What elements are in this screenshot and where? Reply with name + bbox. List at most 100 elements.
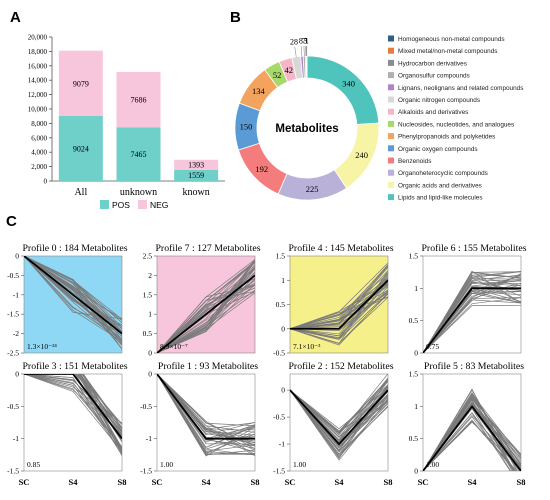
data-label: 7686	[131, 96, 147, 105]
y-tick-label: 1	[148, 310, 152, 319]
trajectory-group	[423, 388, 521, 471]
mean-profile-line	[157, 374, 255, 440]
y-tick-label: 12,000	[28, 91, 48, 99]
legend-label: Alkaloids and derivatives	[398, 109, 468, 116]
profile-grid: Profile 0 : 184 Metabolites0-0.5-1-1.5-2…	[7, 243, 527, 487]
mean-profile-line	[423, 404, 521, 471]
trajectory-line	[290, 264, 388, 330]
y-tick-label: 0	[15, 370, 19, 379]
trajectory-line	[290, 389, 388, 458]
x-tick-label: S8	[517, 477, 526, 487]
x-tick-label: All	[74, 187, 87, 198]
slice-label: 225	[306, 184, 319, 194]
trajectory-line	[24, 374, 122, 453]
panel-label-a: A	[10, 9, 21, 26]
y-tick-label: 0	[281, 386, 285, 395]
p-value-label: 1.00	[426, 460, 439, 469]
trajectory-line	[423, 412, 516, 471]
legend-label: Organoheterocyclic compounds	[398, 170, 488, 177]
slice-label: 7	[302, 37, 306, 46]
profile-panel: Profile 4 : 145 Metabolites -0.5 0 0.5 1 1.5 7…	[273, 243, 394, 358]
trajectory-group	[157, 374, 255, 457]
legend-swatch	[388, 169, 394, 176]
y-tick-label: 0	[414, 467, 418, 476]
p-value-label: 1.00	[160, 460, 173, 469]
trajectory-line	[423, 420, 518, 471]
y-tick-label: 4,000	[31, 149, 47, 157]
trajectory-line	[24, 374, 122, 429]
profile-background	[289, 255, 389, 354]
trajectory-line	[157, 374, 255, 456]
trajectory-line	[24, 374, 122, 434]
slice-label: 8	[299, 37, 303, 46]
legend-swatch	[388, 120, 394, 127]
y-tick-label: 0	[44, 178, 48, 186]
profile-panel: Profile 7 : 127 Metabolites 0 0.5 1 1.5 2 2.5 8…	[143, 243, 261, 358]
legend-label: Organic acids and derivatives	[398, 182, 482, 189]
trajectory-group	[24, 256, 122, 350]
profile-panel: Profile 1 : 93 Metabolites 0 -0.5 -1 -1.5SC S…	[140, 361, 259, 487]
legend-swatch	[388, 96, 394, 103]
trajectory-line	[290, 282, 388, 330]
trajectory-line	[157, 374, 255, 448]
y-tick-label: -0.5	[7, 271, 19, 280]
trajectory-line	[290, 380, 388, 438]
legend-swatch	[388, 194, 394, 201]
x-tick-label: S4	[335, 477, 345, 487]
legend-label: Hydrocarbon derivatives	[398, 60, 467, 67]
trajectory-line	[24, 256, 122, 334]
y-tick-label: 0	[148, 370, 152, 379]
trajectory-line	[24, 374, 122, 432]
y-tick-label: 1.5	[409, 252, 419, 261]
y-tick-label: 2	[148, 271, 152, 280]
y-tick-label: 2.5	[143, 252, 153, 261]
legend-swatch	[388, 84, 394, 91]
y-tick-label: -1.5	[273, 467, 285, 476]
legend-label: Nucleosides, nucleotides, and analogues	[398, 121, 514, 128]
x-tick-label: S4	[468, 477, 478, 487]
profile-title: Profile 4 : 145 Metabolites	[288, 243, 393, 254]
trajectory-line	[423, 274, 521, 353]
slice-label: 134	[252, 86, 266, 96]
trajectory-line	[290, 296, 388, 330]
p-value-label: 0.75	[426, 342, 439, 351]
legend-swatch	[388, 157, 394, 164]
bar-neg	[58, 50, 103, 117]
trajectory-line	[290, 289, 388, 337]
trajectory-line	[24, 256, 122, 343]
trajectory-line	[423, 393, 521, 471]
trajectory-line	[290, 297, 388, 344]
x-tick-label: SC	[285, 477, 296, 487]
legend-label: Homogeneous non-metal compounds	[398, 36, 505, 43]
trajectory-line	[290, 273, 388, 330]
bar-pos	[58, 116, 103, 181]
legend-swatch	[388, 59, 394, 66]
trajectory-line	[24, 374, 122, 432]
bar-pos	[174, 169, 219, 181]
trajectory-line	[423, 297, 521, 353]
slice-label: 1	[305, 37, 309, 46]
mean-profile-line	[157, 274, 255, 353]
leader-line	[300, 46, 303, 57]
mean-profile-line	[24, 256, 122, 335]
trajectory-line	[423, 305, 521, 353]
y-tick-label: 0	[281, 324, 285, 333]
data-label: 1393	[188, 161, 204, 170]
y-tick-label: 1.5	[276, 252, 286, 261]
profile-title: Profile 1 : 93 Metabolites	[158, 361, 258, 372]
y-tick-label: 10,000	[28, 106, 48, 114]
y-tick-label: 1	[281, 276, 285, 285]
trajectory-group	[290, 374, 388, 461]
slice-label: 42	[284, 65, 293, 75]
trajectory-line	[24, 374, 122, 448]
donut-slice	[306, 55, 380, 125]
data-label: 7465	[131, 150, 147, 159]
y-tick-label: -0.5	[140, 402, 152, 411]
y-tick-label: 14,000	[28, 77, 48, 85]
p-value-label: 8.9×10⁻⁷	[160, 342, 188, 351]
y-tick-label: -0.5	[273, 349, 285, 358]
trajectory-line	[290, 387, 388, 430]
bar-pos	[116, 127, 161, 181]
